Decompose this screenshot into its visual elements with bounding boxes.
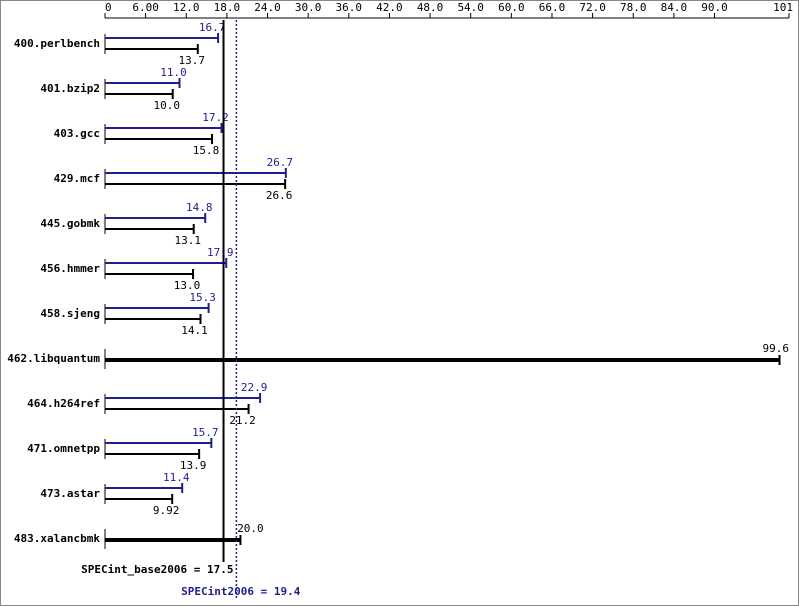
- category-label: 400.perlbench: [14, 37, 100, 50]
- x-tick-label: 42.0: [376, 1, 403, 14]
- value-label: 17.2: [202, 111, 229, 124]
- category-label: 471.omnetpp: [27, 442, 100, 455]
- value-label: 13.0: [174, 279, 201, 292]
- value-label: 11.0: [160, 66, 187, 79]
- value-label: 15.7: [192, 426, 219, 439]
- x-tick-label: 84.0: [661, 1, 688, 14]
- category-label: 464.h264ref: [27, 397, 100, 410]
- x-tick-label: 24.0: [254, 1, 281, 14]
- x-tick-label: 66.0: [539, 1, 566, 14]
- category-label: 473.astar: [40, 487, 100, 500]
- value-label: 11.4: [163, 471, 190, 484]
- value-label: 9.92: [153, 504, 180, 517]
- value-label: 13.1: [174, 234, 201, 247]
- x-tick-label: 78.0: [620, 1, 647, 14]
- reference-label: SPECint2006 = 19.4: [181, 585, 301, 598]
- x-tick-label: 12.0: [173, 1, 200, 14]
- x-tick-label: 54.0: [457, 1, 484, 14]
- value-label: 13.9: [180, 459, 207, 472]
- x-tick-label: 18.0: [214, 1, 241, 14]
- x-tick-label: 90.0: [701, 1, 728, 14]
- x-tick-label: 30.0: [295, 1, 322, 14]
- reference-label: SPECint_base2006 = 17.5: [81, 563, 233, 576]
- value-label: 26.6: [266, 189, 293, 202]
- value-label: 16.7: [199, 21, 226, 34]
- value-label: 99.6: [763, 342, 790, 355]
- value-label: 22.9: [241, 381, 268, 394]
- x-tick-label: 48.0: [417, 1, 444, 14]
- category-label: 483.xalancbmk: [14, 532, 100, 545]
- category-label: 445.gobmk: [40, 217, 100, 230]
- value-label: 21.2: [229, 414, 256, 427]
- x-tick-label: 72.0: [579, 1, 606, 14]
- x-tick-label: 6.00: [132, 1, 159, 14]
- value-label: 26.7: [267, 156, 294, 169]
- category-label: 403.gcc: [54, 127, 100, 140]
- x-tick-label: 0: [105, 1, 112, 14]
- value-label: 14.8: [186, 201, 213, 214]
- value-label: 10.0: [153, 99, 180, 112]
- value-label: 13.7: [179, 54, 206, 67]
- x-tick-label: 101: [773, 1, 793, 14]
- value-label: 15.8: [193, 144, 220, 157]
- value-label: 17.9: [207, 246, 234, 259]
- category-label: 458.sjeng: [40, 307, 100, 320]
- x-tick-label: 60.0: [498, 1, 525, 14]
- value-label: 20.0: [237, 522, 264, 535]
- category-label: 401.bzip2: [40, 82, 100, 95]
- value-label: 14.1: [181, 324, 208, 337]
- category-label: 462.libquantum: [7, 352, 100, 365]
- x-tick-label: 36.0: [336, 1, 363, 14]
- category-label: 429.mcf: [54, 172, 100, 185]
- category-label: 456.hmmer: [40, 262, 100, 275]
- value-label: 15.3: [189, 291, 216, 304]
